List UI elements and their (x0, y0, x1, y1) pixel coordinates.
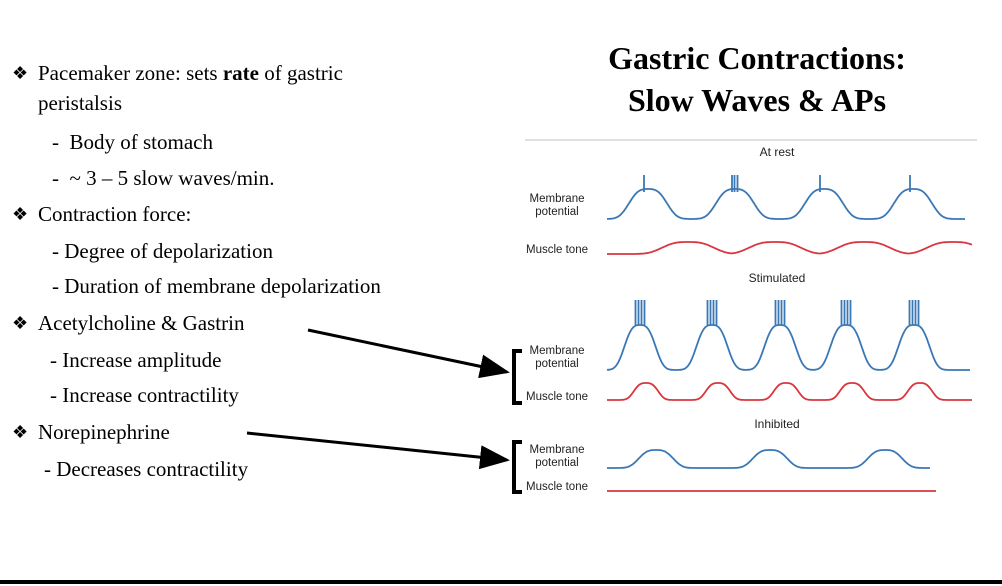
bullet-continuation: peristalsis (38, 91, 122, 115)
bold-term: rate (222, 61, 259, 85)
sub-item: - Duration of membrane depolarization (52, 274, 381, 298)
panel-title: Stimulated (748, 271, 806, 285)
bullet-symbol: ❖ (12, 204, 29, 224)
membrane-wave (606, 188, 965, 220)
sub-item: - Increase amplitude (50, 348, 222, 372)
trace-label: Muscle tone (525, 391, 588, 403)
bullet-heading: Acetylcholine & Gastrin (38, 311, 244, 335)
sub-item: - Body of stomach (52, 130, 213, 154)
bullet-text: Acetylcholine & Gastrin (38, 311, 245, 335)
bullet-text: Contraction force: (38, 202, 192, 226)
bracket (512, 349, 522, 405)
sub-item: - Increase contractility (50, 383, 239, 407)
membrane-wave (606, 324, 970, 371)
trace-label: Muscle tone (525, 244, 588, 256)
tone-wave (607, 382, 972, 401)
bullet-heading: Pacemaker zone: sets rate of gastric (38, 61, 343, 85)
sub-item: - Degree of depolarization (52, 239, 273, 263)
panel-title: Inhibited (754, 417, 800, 431)
bullet-symbol: ❖ (12, 63, 29, 83)
bullet-heading: Norepinephrine (38, 420, 170, 444)
arrow (307, 328, 510, 379)
sub-item: - ~ 3 – 5 slow waves/min. (52, 166, 275, 190)
bullet-text: of gastric (258, 61, 343, 85)
bullet-text: Norepinephrine (38, 420, 170, 444)
panel-title: At rest (759, 145, 795, 159)
trace-label: Membrane potential (529, 345, 585, 370)
sub-item: - Decreases contractility (44, 457, 249, 481)
trace-label: Membrane potential (529, 444, 585, 469)
trace-label: Muscle tone (525, 481, 588, 493)
membrane-wave (607, 449, 930, 469)
bullet-symbol: ❖ (12, 313, 29, 333)
bracket (512, 440, 522, 494)
spike (643, 175, 911, 192)
bullet-symbol: ❖ (12, 422, 29, 442)
spike (634, 300, 920, 325)
title: Gastric Contractions: (608, 40, 906, 76)
bullet-text: Pacemaker zone: sets (38, 61, 223, 85)
title: Slow Waves & APs (627, 82, 887, 118)
trace-label: Membrane potential (529, 193, 585, 218)
bullet-heading: Contraction force: (38, 202, 191, 226)
arrow (246, 431, 510, 470)
tone-wave (607, 241, 973, 255)
